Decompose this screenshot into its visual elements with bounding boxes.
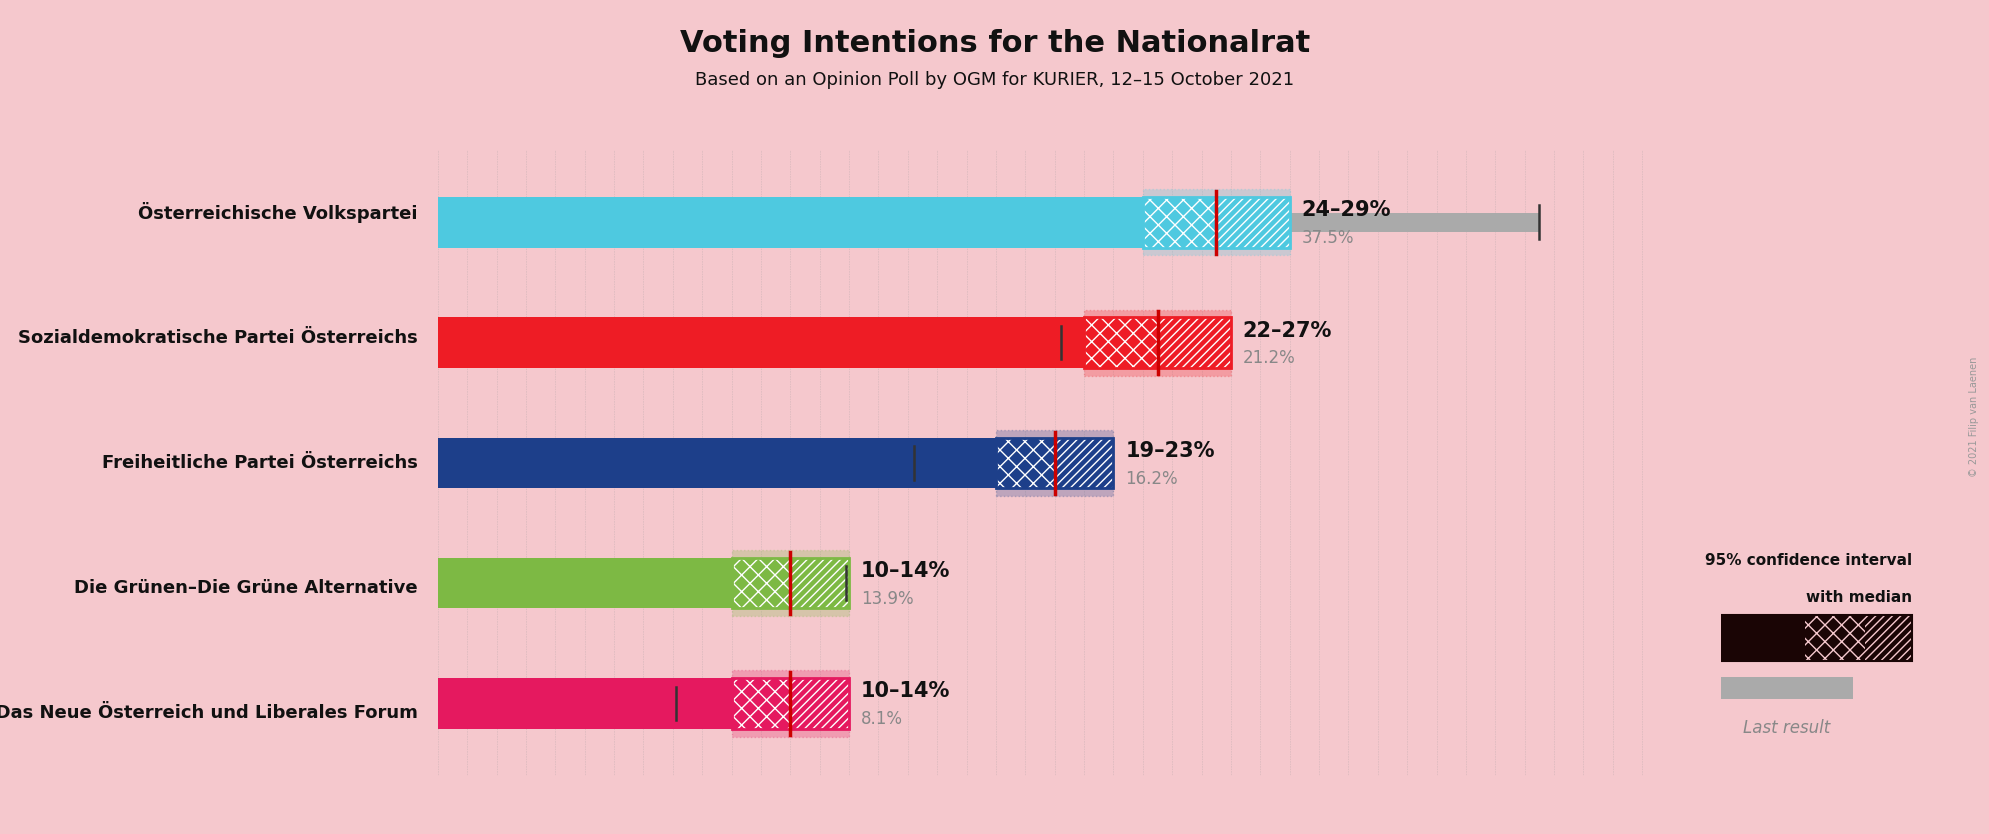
Bar — [1142, 189, 1289, 255]
Text: Voting Intentions for the Nationalrat: Voting Intentions for the Nationalrat — [680, 29, 1309, 58]
Bar — [1720, 615, 1911, 661]
Text: © 2021 Filip van Laenen: © 2021 Filip van Laenen — [1967, 357, 1979, 477]
Bar — [438, 678, 732, 729]
Bar — [438, 333, 1060, 352]
Text: 21.2%: 21.2% — [1241, 349, 1295, 367]
Text: 95% confidence interval: 95% confidence interval — [1705, 553, 1911, 568]
Bar — [1804, 615, 1864, 661]
Text: NEOS–Das Neue Österreich und Liberales Forum: NEOS–Das Neue Österreich und Liberales F… — [0, 704, 418, 722]
Bar — [1054, 438, 1114, 488]
Text: Freiheitliche Partei Österreichs: Freiheitliche Partei Österreichs — [101, 454, 418, 472]
Text: Based on an Opinion Poll by OGM for KURIER, 12–15 October 2021: Based on an Opinion Poll by OGM for KURI… — [694, 71, 1295, 89]
Text: Österreichische Volkspartei: Österreichische Volkspartei — [139, 202, 418, 224]
Bar — [1084, 317, 1231, 368]
Bar — [438, 317, 1084, 368]
Text: Sozialdemokratische Partei Österreichs: Sozialdemokratische Partei Österreichs — [18, 329, 418, 347]
Text: 22–27%: 22–27% — [1241, 320, 1331, 340]
Text: 10–14%: 10–14% — [861, 681, 949, 701]
Bar — [732, 671, 849, 736]
Bar — [732, 558, 790, 609]
Bar — [1720, 615, 1804, 661]
Text: 13.9%: 13.9% — [861, 590, 913, 608]
Bar — [438, 574, 845, 593]
Bar — [994, 438, 1054, 488]
Bar — [1084, 309, 1231, 375]
Text: 19–23%: 19–23% — [1124, 441, 1213, 461]
Text: with median: with median — [1806, 590, 1911, 605]
Text: 37.5%: 37.5% — [1301, 229, 1353, 247]
Bar — [438, 558, 732, 609]
Bar — [994, 438, 1114, 488]
Text: 24–29%: 24–29% — [1301, 200, 1390, 220]
Text: 16.2%: 16.2% — [1124, 470, 1177, 488]
Bar — [790, 558, 849, 609]
Bar — [438, 453, 913, 473]
Bar — [438, 694, 676, 713]
Bar — [732, 558, 849, 609]
Bar — [1142, 197, 1215, 248]
Text: 8.1%: 8.1% — [861, 710, 903, 728]
Bar — [1864, 615, 1911, 661]
Bar — [1142, 197, 1289, 248]
Bar — [994, 430, 1114, 496]
Text: Die Grünen–Die Grüne Alternative: Die Grünen–Die Grüne Alternative — [74, 579, 418, 597]
Bar — [732, 678, 849, 729]
Bar — [1084, 317, 1158, 368]
Bar — [1215, 197, 1289, 248]
Bar — [790, 678, 849, 729]
Bar — [1720, 677, 1852, 699]
Bar — [732, 550, 849, 616]
Bar — [438, 213, 1539, 232]
Bar — [438, 197, 1142, 248]
Text: 10–14%: 10–14% — [861, 561, 949, 581]
Text: Last result: Last result — [1742, 719, 1830, 737]
Bar — [1158, 317, 1231, 368]
Bar — [438, 438, 994, 488]
Bar — [732, 678, 790, 729]
